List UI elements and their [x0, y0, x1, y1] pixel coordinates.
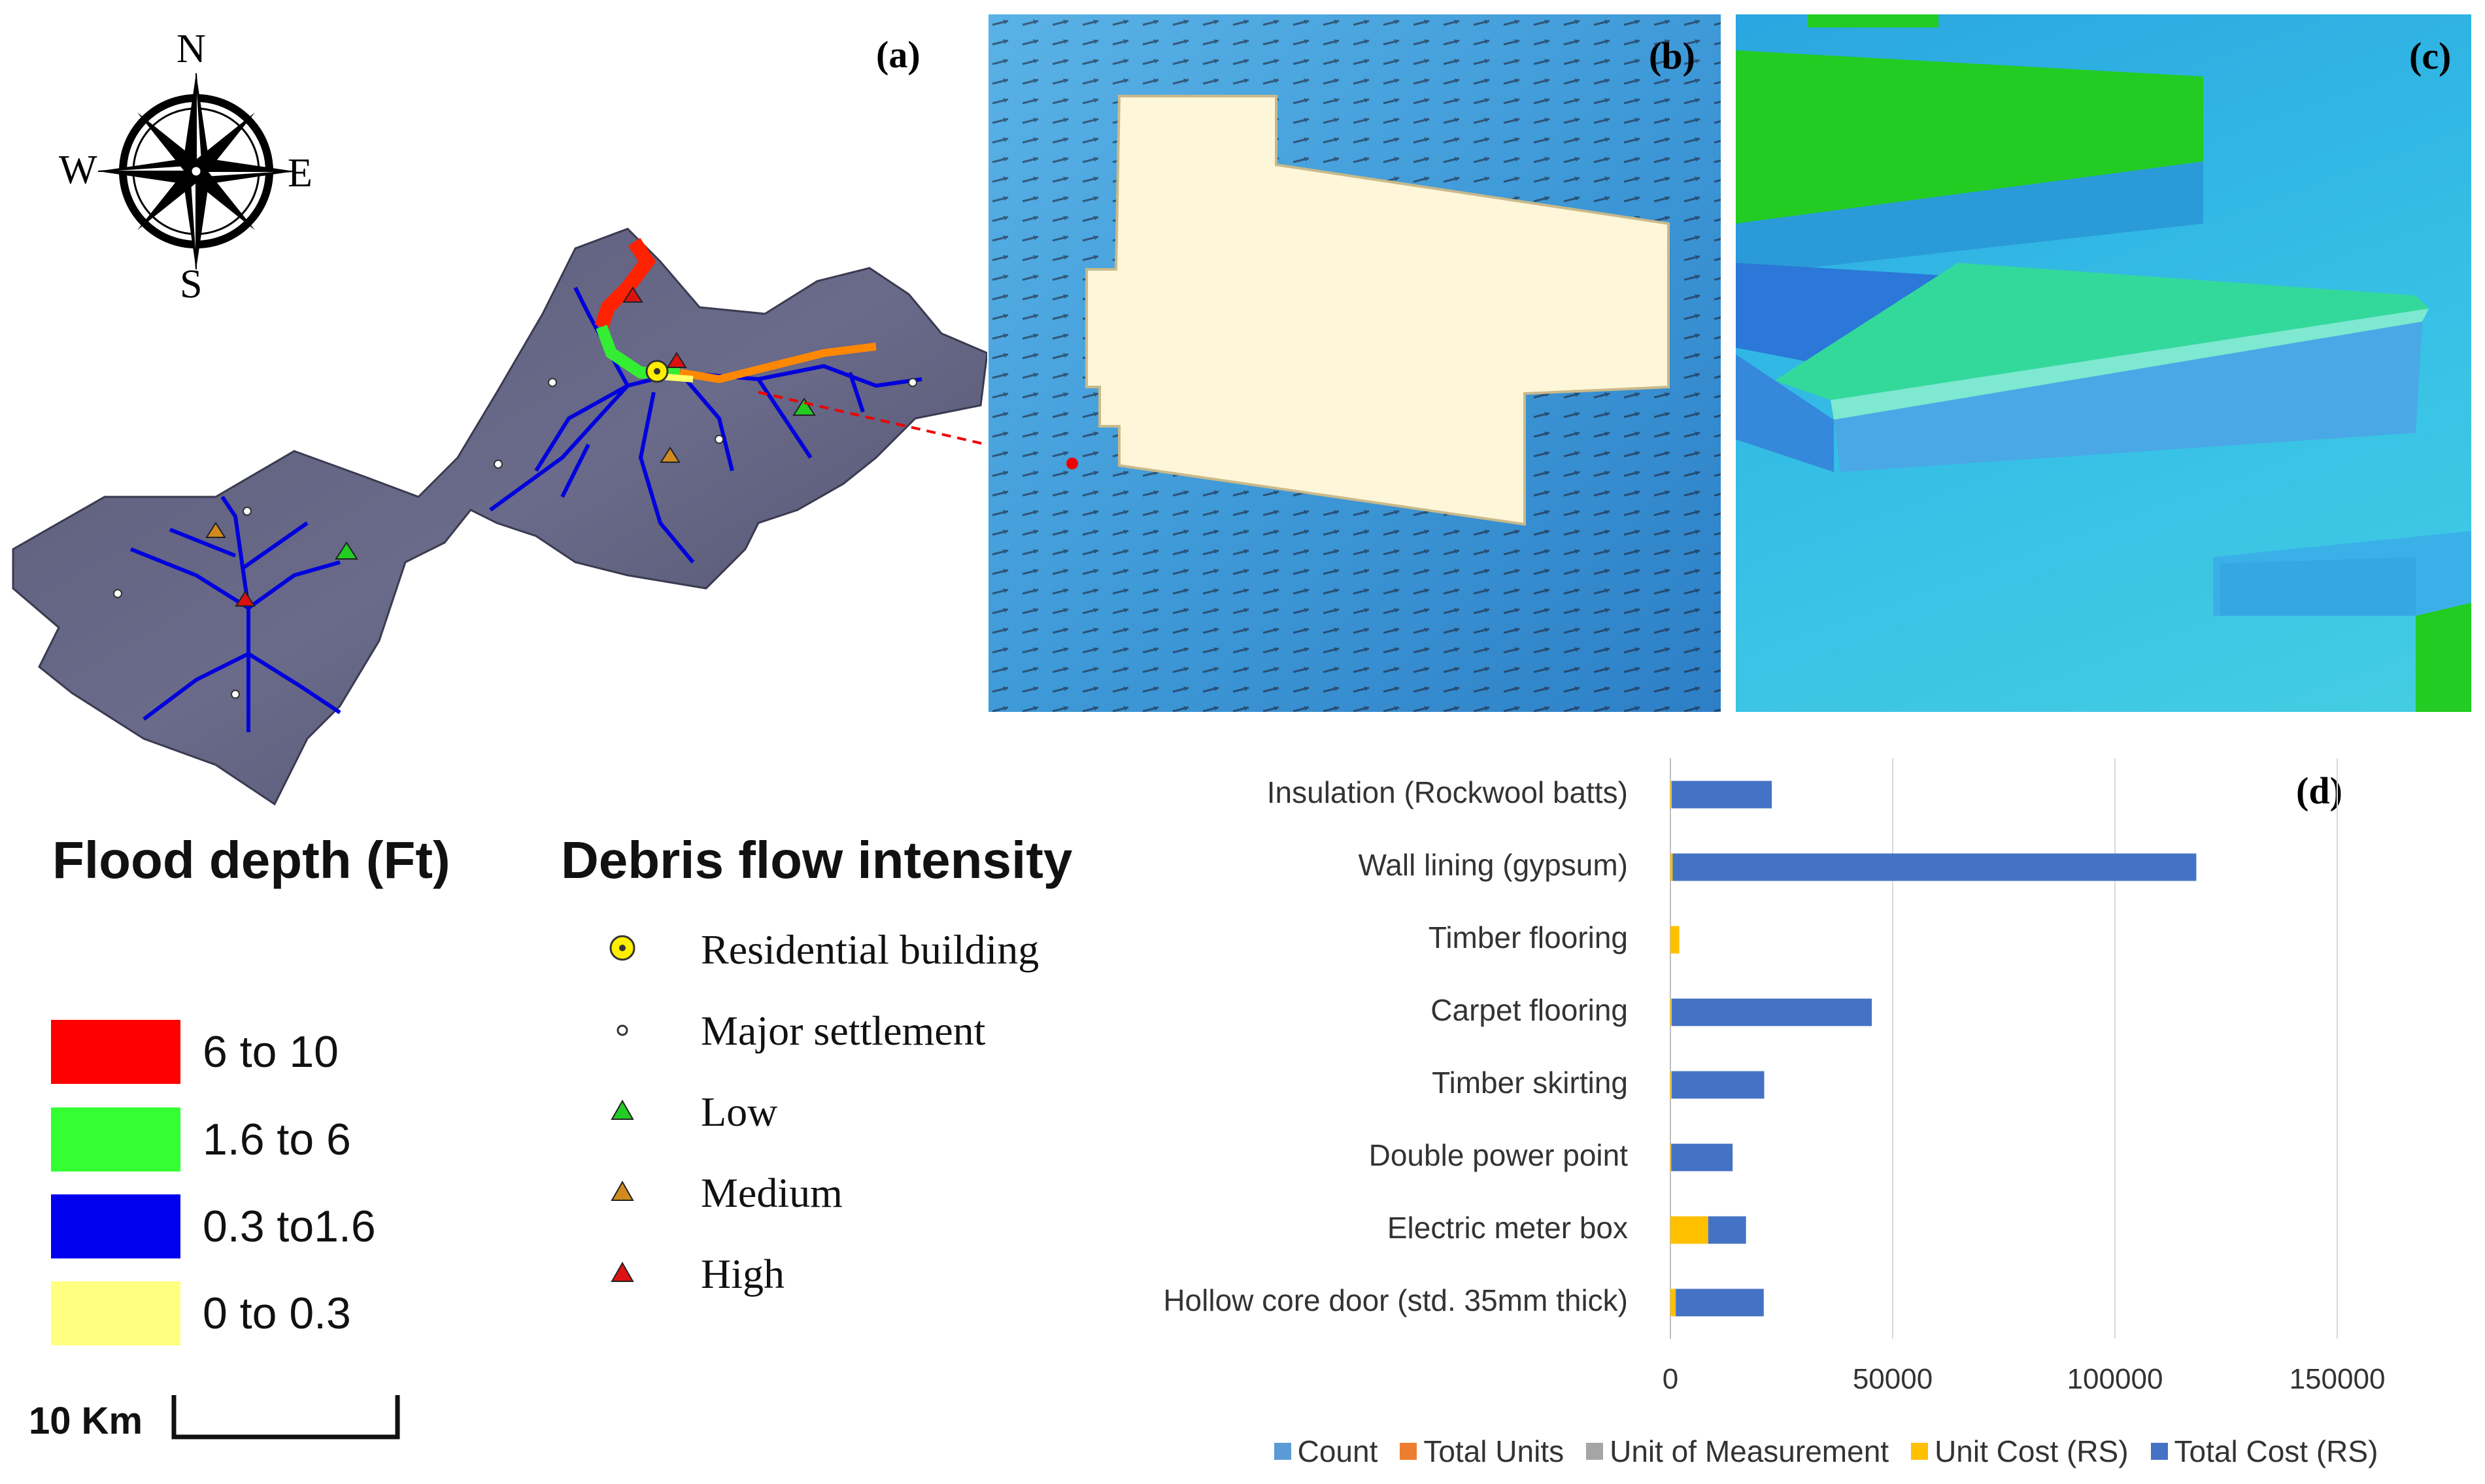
legend-swatch	[1911, 1443, 1929, 1460]
bar-unit-cost-rs	[1670, 1143, 1672, 1172]
scale-bar: 10 Km	[26, 1386, 418, 1451]
cost-bar-plot	[1670, 758, 2338, 1339]
debris-label-2: Major settlement	[701, 1007, 986, 1054]
x-tick-label: 0	[1662, 1363, 1679, 1395]
settlement-dot-icon	[617, 1024, 628, 1036]
flood-label-1: 6 to 10	[203, 1027, 339, 1077]
flood-channel-high	[594, 237, 656, 329]
panel-label-d: (d)	[2296, 769, 2342, 812]
debris-flow-legend: Debris flow intensity Residential buildi…	[556, 830, 1177, 1353]
bar-unit-cost-rs	[1670, 1289, 1676, 1317]
legend-label: Count	[1297, 1434, 1378, 1468]
category-label: Timber skirting	[1432, 1066, 1628, 1100]
legend-item-unit-cost: Unit Cost (RS)	[1911, 1428, 2129, 1474]
intensity-triangles	[205, 286, 816, 607]
flood-channel-low	[679, 343, 877, 384]
debris-label-4: Medium	[701, 1170, 843, 1216]
compass-west: W	[59, 148, 97, 192]
compass-east: E	[288, 151, 313, 195]
high-triangle-icon	[611, 1261, 634, 1282]
flood-swatch-4	[51, 1281, 180, 1345]
bar-unit-cost-rs	[1670, 1216, 1708, 1244]
scale-bar-line	[171, 1395, 400, 1440]
flood-swatch-2	[51, 1107, 180, 1172]
bar-unit-cost-rs	[1670, 926, 1680, 954]
legend-swatch	[1274, 1443, 1291, 1460]
building-3d-render	[1736, 14, 2471, 712]
compass-star-icon	[97, 73, 295, 270]
debris-label-3: Low	[701, 1088, 778, 1135]
flood-label-3: 0.3 to1.6	[203, 1202, 376, 1251]
debris-label-5: High	[701, 1251, 785, 1297]
bar-unit-cost-rs	[1670, 998, 1672, 1026]
category-label: Electric meter box	[1387, 1211, 1628, 1245]
bar-total-cost-rs	[1672, 998, 1872, 1026]
x-axis-ticks: 0 50000 100000 150000	[1657, 1363, 2403, 1402]
location-arrow	[758, 391, 987, 447]
legend-label: Total Cost (RS)	[2174, 1434, 2378, 1468]
legend-swatch	[1586, 1443, 1604, 1460]
building-footprint	[1085, 95, 1670, 526]
bar-total-cost-rs	[1672, 781, 1772, 809]
settlement-markers	[113, 378, 917, 699]
panel-d-cost-chart: (d) Insulation (Rockwool batts) Wall lin…	[1111, 745, 2471, 1484]
bar-total-cost-rs	[1672, 853, 2197, 881]
bar-unit-cost-rs	[1670, 853, 1673, 881]
legend-item-unit-of-measurement: Unit of Measurement	[1586, 1428, 1889, 1474]
panel-a-map: N S W E (a)	[0, 0, 987, 811]
bar-total-cost-rs	[1671, 1143, 1733, 1172]
category-label: Insulation (Rockwool batts)	[1266, 775, 1628, 809]
flow-vectors	[989, 14, 1721, 712]
bar-unit-cost-rs	[1670, 1071, 1672, 1099]
category-labels: Insulation (Rockwool batts) Wall lining …	[1111, 745, 1628, 1334]
category-label: Carpet flooring	[1430, 993, 1628, 1027]
legend-swatch	[1400, 1443, 1417, 1460]
compass-south: S	[180, 262, 203, 307]
catchment-map	[12, 228, 987, 806]
panel-label-b: (b)	[1649, 35, 1695, 77]
legend-item-count: Count	[1274, 1428, 1378, 1474]
inflow-point-marker	[1066, 458, 1078, 469]
legend-label: Total Units	[1423, 1434, 1564, 1468]
scale-bar-label: 10 Km	[29, 1400, 143, 1442]
bar-total-cost-rs	[1676, 1289, 1764, 1317]
bar-unit-cost-rs	[1670, 781, 1672, 809]
catchment-terrain	[12, 228, 987, 806]
flood-swatch-3	[51, 1194, 180, 1258]
category-label: Wall lining (gypsum)	[1358, 848, 1628, 882]
debris-legend-title: Debris flow intensity	[561, 831, 1073, 889]
panel-b-flow: (b)	[989, 14, 1721, 712]
panel-label-c: (c)	[2409, 35, 2452, 77]
legend-label: Unit Cost (RS)	[1935, 1434, 2129, 1468]
residential-building-icon	[609, 935, 635, 961]
flood-legend-title: Flood depth (Ft)	[52, 831, 450, 889]
category-label: Double power point	[1368, 1138, 1628, 1172]
bar-total-cost-rs	[1672, 1071, 1765, 1099]
panel-c-3d-model: (c)	[1736, 14, 2471, 712]
legend-swatch	[2150, 1443, 2168, 1460]
x-tick-label: 50000	[1852, 1363, 1933, 1395]
compass-rose: N S W E	[59, 26, 320, 307]
category-label: Hollow core door (std. 35mm thick)	[1163, 1283, 1628, 1317]
flood-label-2: 1.6 to 6	[203, 1115, 351, 1164]
flood-depth-legend: Flood depth (Ft) 6 to 10 1.6 to 6 0.3 to…	[0, 830, 523, 1484]
chart-legend: Count Total Units Unit of Measurement Un…	[1203, 1428, 2471, 1474]
x-tick-label: 100000	[2067, 1363, 2163, 1395]
legend-item-total-units: Total Units	[1400, 1428, 1564, 1474]
x-tick-label: 150000	[2289, 1363, 2386, 1395]
category-label: Timber flooring	[1428, 920, 1628, 954]
flood-label-4: 0 to 0.3	[203, 1289, 351, 1338]
residential-building-marker	[645, 360, 669, 383]
compass-north: N	[177, 27, 206, 71]
bar-total-cost-rs	[1708, 1216, 1746, 1244]
legend-item-total-cost: Total Cost (RS)	[2150, 1428, 2378, 1474]
debris-label-1: Residential building	[701, 926, 1040, 973]
medium-triangle-icon	[611, 1180, 634, 1201]
panel-label-a: (a)	[876, 33, 921, 76]
flood-swatch-1	[51, 1020, 180, 1084]
low-triangle-icon	[611, 1099, 634, 1120]
legend-label: Unit of Measurement	[1610, 1434, 1889, 1468]
